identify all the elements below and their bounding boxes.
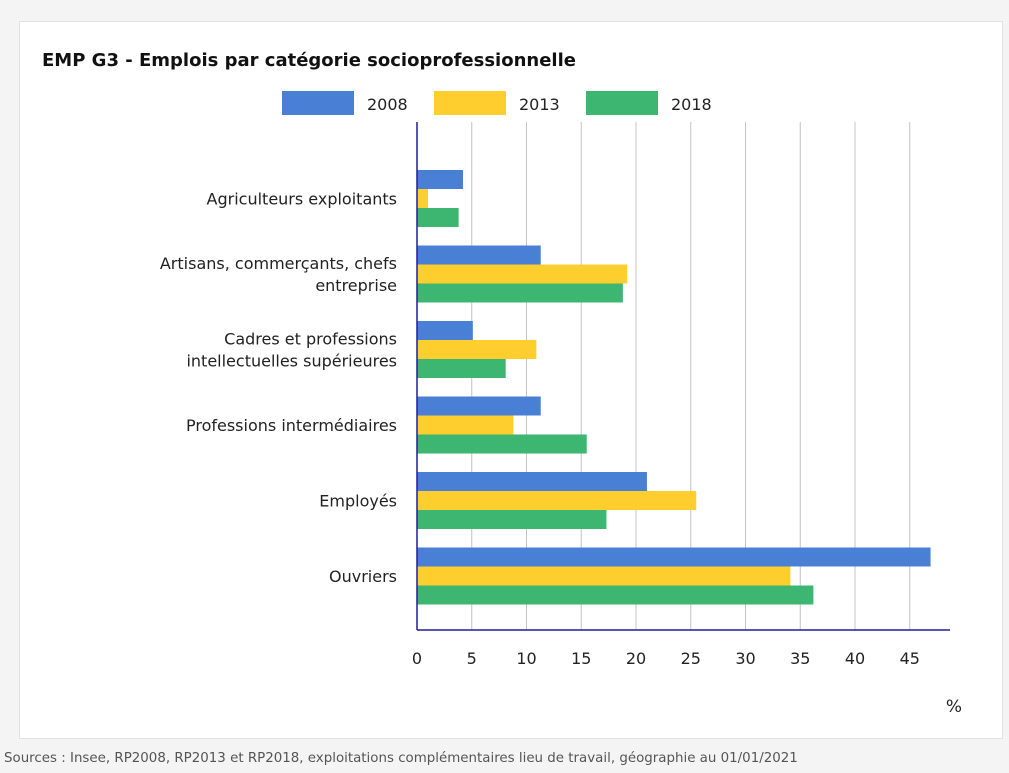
bar-2008 — [417, 472, 647, 491]
bar-2013 — [417, 415, 514, 435]
chart-title: EMP G3 - Emplois par catégorie socioprof… — [42, 50, 576, 71]
bar-2018 — [417, 434, 587, 454]
category-label: intellectuelles supérieures — [186, 352, 397, 371]
bar-2013 — [417, 491, 697, 510]
grid-lines — [471, 122, 911, 630]
bar-2008 — [417, 547, 931, 567]
x-tick-label: 0 — [412, 649, 422, 668]
bar-2018 — [417, 359, 506, 378]
category-label: entreprise — [315, 276, 397, 295]
legend: 2008 2013 2018 — [282, 91, 712, 115]
category-label: Ouvriers — [329, 567, 397, 586]
bar-2008 — [417, 245, 541, 265]
x-axis-unit-label: % — [946, 697, 962, 717]
category-labels: Agriculteurs exploitants Artisans, commer… — [160, 190, 397, 587]
category-label: Professions intermédiaires — [186, 416, 397, 435]
source-note: Sources : Insee, RP2008, RP2013 et RP201… — [4, 751, 798, 766]
x-tick-label: 30 — [735, 649, 755, 668]
bar-2018 — [417, 585, 814, 605]
bar-2013 — [417, 340, 537, 359]
x-tick-label: 10 — [516, 649, 536, 668]
x-tick-label: 35 — [790, 649, 810, 668]
legend-label-2018: 2018 — [671, 95, 712, 114]
x-tick-label: 20 — [626, 649, 646, 668]
bar-2013 — [417, 189, 428, 208]
bar-2008 — [417, 396, 541, 416]
x-tick-label: 5 — [467, 649, 477, 668]
x-tick-labels: 0 5 10 15 20 25 30 35 40 45 — [412, 649, 920, 668]
bar-2013 — [417, 566, 791, 586]
legend-swatch-2008 — [282, 91, 354, 115]
category-label: Employés — [319, 492, 397, 511]
axes — [416, 122, 950, 631]
x-tick-label: 25 — [681, 649, 701, 668]
x-tick-label: 40 — [845, 649, 865, 668]
category-label: Agriculteurs exploitants — [207, 190, 397, 209]
x-tick-label: 45 — [900, 649, 920, 668]
category-label: Cadres et professions — [224, 330, 397, 349]
legend-label-2008: 2008 — [367, 95, 408, 114]
bar-2018 — [417, 208, 459, 227]
category-label: Artisans, commerçants, chefs — [160, 254, 397, 273]
x-tick-label: 15 — [571, 649, 591, 668]
bar-2008 — [417, 170, 463, 189]
bar-chart: EMP G3 - Emplois par catégorie socioprof… — [42, 50, 962, 717]
legend-label-2013: 2013 — [519, 95, 560, 114]
bars — [417, 170, 931, 605]
bar-2008 — [417, 321, 473, 340]
bar-2013 — [417, 264, 628, 284]
bar-2018 — [417, 283, 623, 303]
legend-swatch-2013 — [434, 91, 506, 115]
legend-swatch-2018 — [586, 91, 658, 115]
bar-2018 — [417, 510, 607, 529]
chart-panel: EMP G3 - Emplois par catégorie socioprof… — [19, 21, 1003, 739]
